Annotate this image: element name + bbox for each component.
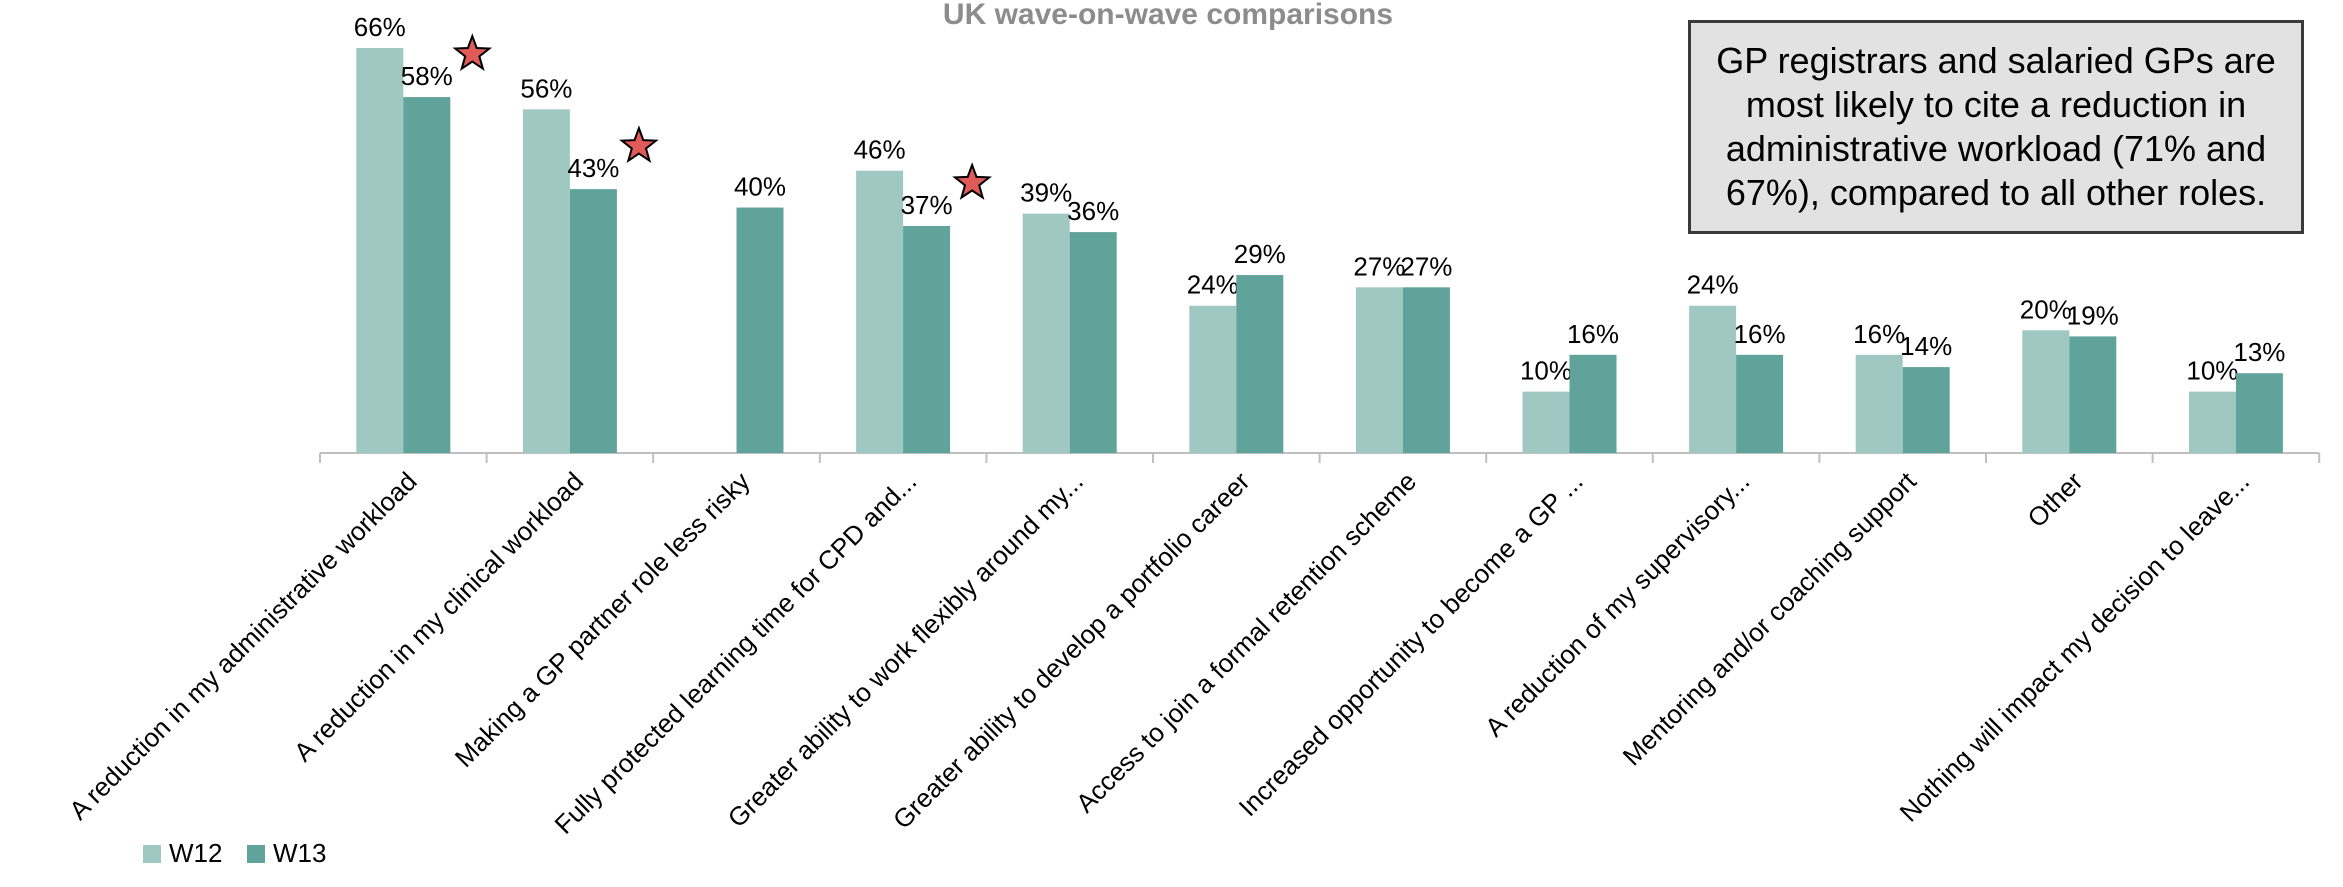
data-label: 27% [1353, 251, 1405, 281]
data-label: 10% [1520, 356, 1572, 386]
data-label: 36% [1067, 196, 1119, 226]
bar-w13 [569, 189, 617, 454]
significance-star-icon [619, 125, 659, 164]
bar-w13 [903, 225, 951, 453]
data-label: 46% [854, 135, 906, 165]
data-label: 16% [1734, 319, 1786, 349]
bar-w13 [2235, 373, 2283, 453]
bar-w13 [2069, 336, 2117, 453]
data-label: 20% [2020, 294, 2072, 324]
bar-w12 [2022, 330, 2070, 453]
category-label: Access to join a formal retention scheme [1070, 466, 1422, 818]
data-label: 27% [1400, 251, 1452, 281]
data-label: 24% [1687, 270, 1739, 300]
bar-w12 [2188, 391, 2236, 453]
bar-w13 [736, 207, 784, 453]
data-label: 16% [1853, 319, 1905, 349]
category-label: Mentoring and/or coaching support [1617, 465, 1923, 771]
data-label: 24% [1187, 270, 1239, 300]
significance-star-icon [952, 162, 992, 200]
category-label: Nothing will impact my decision to leave… [1894, 466, 2255, 827]
callout-text: GP registrars and salaried GPs are most … [1716, 40, 2276, 213]
category-label: A reduction in my administrative workloa… [63, 466, 422, 825]
legend-label-w13: W13 [273, 838, 326, 868]
bar-w12 [1022, 213, 1070, 453]
data-label: 29% [1234, 239, 1286, 269]
bar-w12 [1689, 305, 1737, 453]
bar-w12 [522, 109, 570, 453]
bar-w12 [1522, 391, 1570, 453]
bar-w13 [1569, 354, 1617, 453]
data-label: 66% [354, 12, 406, 42]
bar-w13 [403, 97, 451, 453]
bar-w13 [1402, 287, 1450, 453]
category-label: Greater ability to develop a portfolio c… [887, 466, 1256, 835]
category-label: Fully protected learning time for CPD an… [549, 466, 923, 840]
data-label: 56% [520, 73, 572, 103]
data-label: 39% [1020, 178, 1072, 208]
significance-star-icon [452, 33, 493, 72]
category-label: Increased opportunity to become a GP ... [1233, 466, 1589, 822]
legend-swatch-w12 [143, 845, 161, 863]
bar-w12 [1189, 305, 1237, 453]
bar-w13 [1902, 367, 1950, 453]
category-label: A reduction of my supervisory... [1479, 466, 1755, 742]
bar-w13 [1236, 275, 1284, 453]
bar-w13 [1069, 232, 1117, 453]
data-label: 43% [567, 153, 619, 183]
data-label: 40% [734, 172, 786, 202]
bar-w12 [1855, 354, 1903, 453]
chart-title: UK wave-on-wave comparisons [943, 0, 1393, 31]
category-label: Greater ability to work flexibly around … [722, 466, 1089, 833]
bar-w12 [856, 170, 904, 453]
legend-label-w12: W12 [169, 838, 222, 868]
data-label: 16% [1567, 319, 1619, 349]
legend-swatch-w13 [247, 845, 265, 863]
data-label: 58% [401, 61, 453, 91]
data-label: 37% [901, 190, 953, 220]
data-label: 14% [1900, 331, 1952, 361]
callout-box: GP registrars and salaried GPs are most … [1688, 20, 2304, 234]
bar-w13 [1736, 354, 1784, 453]
data-label: 13% [2233, 337, 2285, 367]
bar-w12 [1355, 287, 1403, 453]
bar-w12 [356, 48, 404, 453]
category-label: Other [2021, 466, 2088, 533]
category-label: Making a GP partner role less risky [449, 466, 756, 773]
data-label: 10% [2186, 356, 2238, 386]
data-label: 19% [2067, 300, 2119, 330]
category-label: A reduction in my clinical workload [288, 466, 589, 767]
